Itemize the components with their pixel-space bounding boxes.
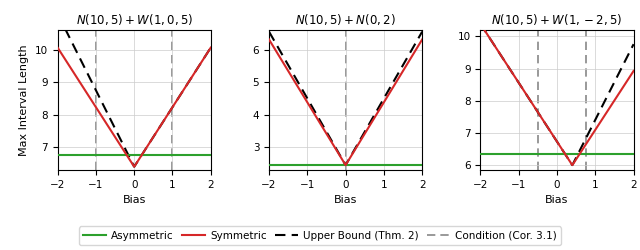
X-axis label: Bias: Bias xyxy=(334,195,357,205)
Title: $N(10, 5)+W(1, 0, 5)$: $N(10, 5)+W(1, 0, 5)$ xyxy=(76,12,193,28)
Title: $N(10, 5)+W(1, -2, 5)$: $N(10, 5)+W(1, -2, 5)$ xyxy=(492,12,623,28)
X-axis label: Bias: Bias xyxy=(545,195,569,205)
Y-axis label: Max Interval Length: Max Interval Length xyxy=(19,44,29,156)
Legend: Asymmetric, Symmetric, Upper Bound (Thm. 2), Condition (Cor. 3.1): Asymmetric, Symmetric, Upper Bound (Thm.… xyxy=(79,226,561,245)
X-axis label: Bias: Bias xyxy=(122,195,146,205)
Title: $N(10, 5)+N(0, 2)$: $N(10, 5)+N(0, 2)$ xyxy=(295,12,396,28)
